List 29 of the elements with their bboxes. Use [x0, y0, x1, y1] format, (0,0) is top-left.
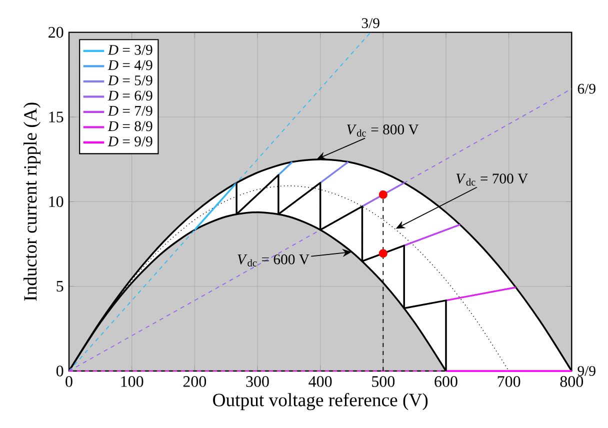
x-axis-title: Output voltage reference (V) — [213, 392, 428, 410]
y-tick-label: 0 — [56, 366, 64, 376]
x-tick-label: 300 — [246, 376, 269, 387]
annotation: 6/9 — [578, 84, 596, 94]
legend-label: D = 6/9 — [108, 90, 152, 101]
y-tick-label: 20 — [48, 26, 64, 38]
x-tick-label: 200 — [183, 376, 206, 387]
legend-label: D = 3/9 — [108, 44, 152, 55]
x-tick-label: 800 — [560, 376, 584, 387]
annotation: V$_{dc}$ = 700 V — [456, 174, 528, 186]
x-tick-label: 500 — [372, 376, 395, 387]
annotation: 9/9 — [578, 366, 596, 376]
legend-label: D = 8/9 — [108, 121, 152, 132]
legend-label: D = 5/9 — [108, 75, 152, 86]
annotation: V$_{dc}$ = 600 V — [238, 254, 310, 266]
x-tick-label: 100 — [121, 376, 144, 387]
annotation: 3/9 — [362, 18, 380, 28]
legend-label: D = 7/9 — [108, 106, 152, 116]
x-tick-label: 0 — [66, 376, 72, 387]
y-tick-label: 15 — [49, 112, 64, 122]
legend-label: D = 9/9 — [108, 136, 152, 146]
x-tick-label: 600 — [434, 376, 458, 387]
x-tick-label: 400 — [308, 376, 332, 387]
x-tick-label: 700 — [498, 376, 520, 387]
legend-label: D = 4/9 — [108, 60, 152, 70]
annotation: V$_{dc}$ = 800 V — [347, 124, 419, 137]
y-tick-label: 5 — [56, 281, 64, 292]
y-tick-label: 10 — [49, 196, 64, 208]
y-axis-title: Inductor current ripple (A) — [24, 102, 40, 301]
